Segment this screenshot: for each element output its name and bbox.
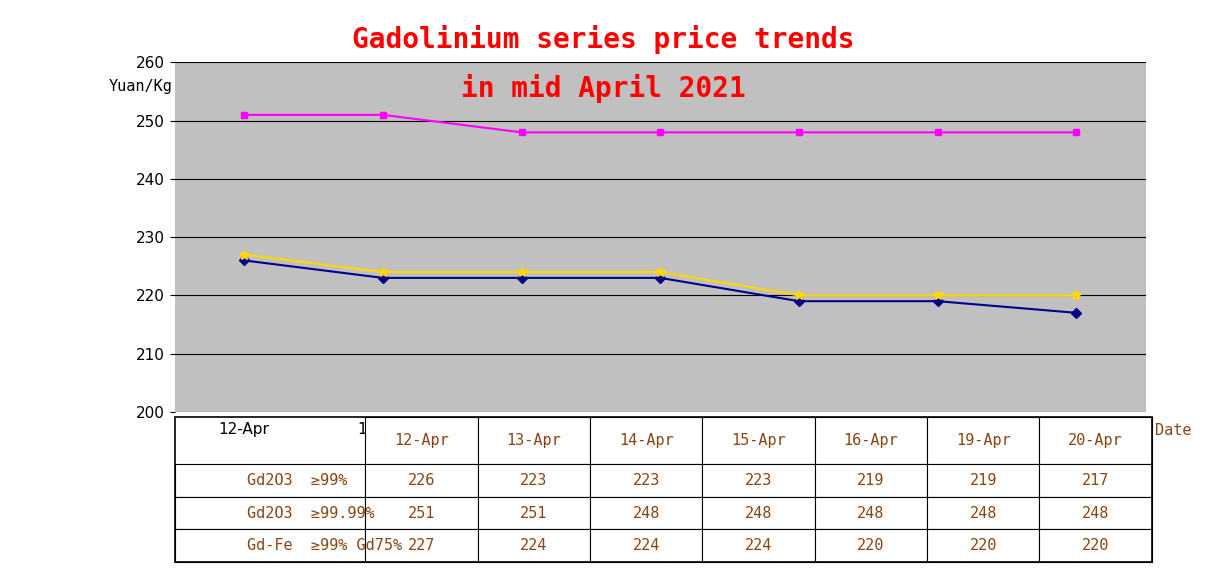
Text: 248: 248	[745, 506, 772, 521]
Text: 13-Apr: 13-Apr	[507, 433, 561, 448]
Text: 248: 248	[970, 506, 997, 521]
Text: 224: 224	[745, 538, 772, 553]
Text: 220: 220	[970, 538, 997, 553]
Text: 16-Apr: 16-Apr	[843, 433, 898, 448]
Text: 19-Apr: 19-Apr	[956, 433, 1011, 448]
Text: Yuan/Kg: Yuan/Kg	[109, 79, 172, 94]
Text: 248: 248	[857, 506, 884, 521]
Text: Gd2O3  ≥99%: Gd2O3 ≥99%	[247, 473, 347, 488]
Text: 15-Apr: 15-Apr	[731, 433, 786, 448]
Text: 251: 251	[408, 506, 435, 521]
Text: 223: 223	[520, 473, 548, 488]
Text: in mid April 2021: in mid April 2021	[461, 73, 745, 103]
Text: 224: 224	[520, 538, 548, 553]
Text: 220: 220	[857, 538, 884, 553]
Text: 223: 223	[745, 473, 772, 488]
Text: 20-Apr: 20-Apr	[1069, 433, 1123, 448]
Text: 12-Apr: 12-Apr	[394, 433, 449, 448]
Text: Gd2O3  ≥99.99%: Gd2O3 ≥99.99%	[247, 506, 375, 521]
Text: Gadolinium series price trends: Gadolinium series price trends	[352, 25, 854, 55]
Text: 220: 220	[1082, 538, 1110, 553]
Text: Date: Date	[1155, 423, 1192, 438]
Text: 251: 251	[520, 506, 548, 521]
Text: 226: 226	[408, 473, 435, 488]
Text: 14-Apr: 14-Apr	[619, 433, 674, 448]
Text: 223: 223	[632, 473, 660, 488]
Text: 224: 224	[632, 538, 660, 553]
Text: 248: 248	[632, 506, 660, 521]
Text: 217: 217	[1082, 473, 1110, 488]
Text: 227: 227	[408, 538, 435, 553]
Text: 248: 248	[1082, 506, 1110, 521]
Text: 219: 219	[970, 473, 997, 488]
Text: 219: 219	[857, 473, 884, 488]
Text: Gd-Fe  ≥99% Gd75%: Gd-Fe ≥99% Gd75%	[247, 538, 403, 553]
